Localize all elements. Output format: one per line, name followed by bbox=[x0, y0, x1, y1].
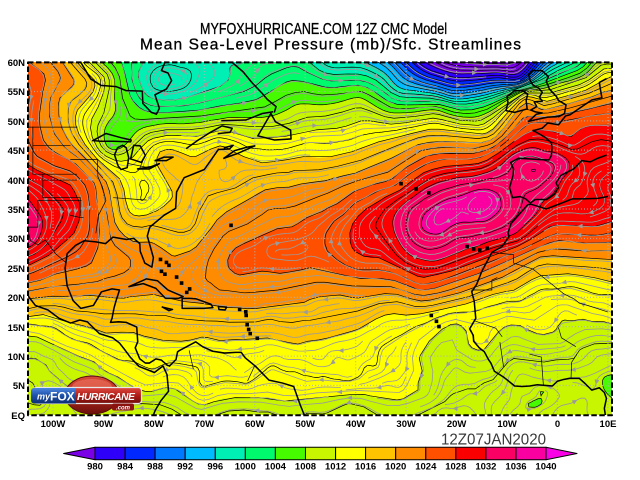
svg-text:12Z07JAN2020: 12Z07JAN2020 bbox=[441, 431, 546, 448]
svg-text:980: 980 bbox=[87, 462, 103, 473]
svg-text:1008: 1008 bbox=[295, 462, 316, 473]
svg-text:1020: 1020 bbox=[385, 462, 406, 473]
svg-text:1016: 1016 bbox=[355, 462, 376, 473]
svg-text:1028: 1028 bbox=[445, 462, 466, 473]
svg-text:1040: 1040 bbox=[535, 462, 556, 473]
svg-text:1012: 1012 bbox=[325, 462, 346, 473]
svg-text:my: my bbox=[37, 392, 51, 402]
svg-text:.com: .com bbox=[116, 406, 131, 412]
svg-text:992: 992 bbox=[177, 462, 193, 473]
svg-text:Mean Sea-Level Pressure (mb)/S: Mean Sea-Level Pressure (mb)/Sfc. Stream… bbox=[140, 36, 521, 53]
svg-text:984: 984 bbox=[117, 462, 134, 473]
svg-text:HURRICANE: HURRICANE bbox=[77, 392, 136, 403]
svg-text:1032: 1032 bbox=[475, 462, 496, 473]
svg-text:1004: 1004 bbox=[265, 462, 287, 473]
svg-text:FOX: FOX bbox=[50, 390, 75, 404]
svg-text:1000: 1000 bbox=[235, 462, 256, 473]
svg-text:988: 988 bbox=[147, 462, 163, 473]
svg-text:996: 996 bbox=[207, 462, 223, 473]
svg-text:MYFOXHURRICANE.COM 12Z CMC Mod: MYFOXHURRICANE.COM 12Z CMC Model bbox=[200, 21, 447, 38]
svg-text:1036: 1036 bbox=[505, 462, 526, 473]
svg-text:1024: 1024 bbox=[415, 462, 437, 473]
